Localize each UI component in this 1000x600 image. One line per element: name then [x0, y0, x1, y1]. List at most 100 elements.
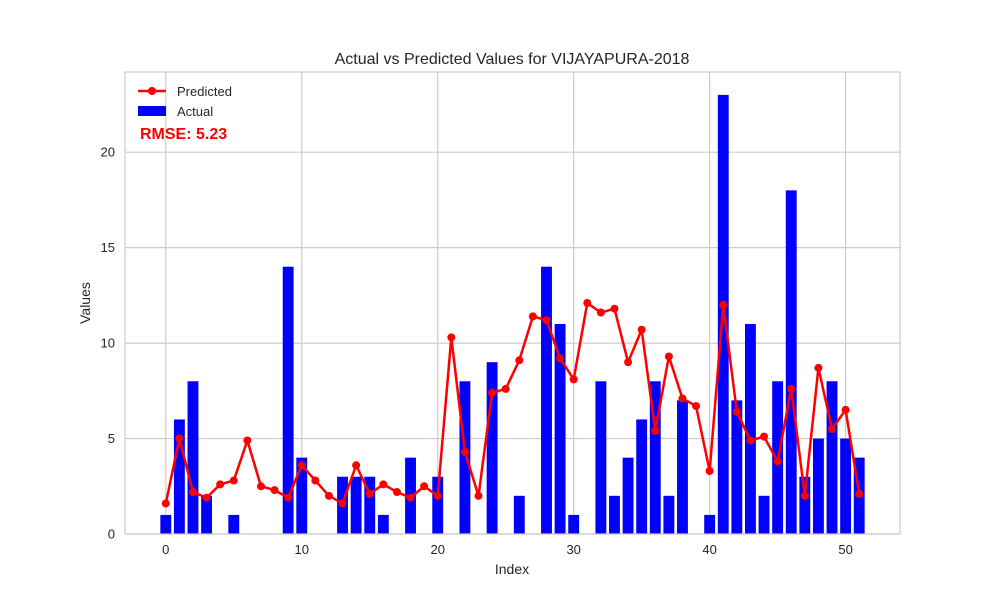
predicted-point — [515, 356, 524, 365]
predicted-point — [828, 425, 837, 433]
predicted-point — [719, 300, 728, 309]
actual-bar — [758, 495, 770, 534]
predicted-point — [651, 426, 660, 435]
actual-bar — [649, 381, 661, 534]
y-tick-label: 20 — [101, 145, 115, 160]
predicted-point — [365, 489, 374, 498]
predicted-point — [175, 434, 184, 443]
predicted-point — [474, 491, 483, 500]
predicted-point — [202, 493, 211, 502]
x-axis-title: Index — [495, 561, 529, 577]
predicted-point — [610, 304, 619, 313]
plot-frame — [124, 71, 901, 535]
actual-bar — [377, 514, 389, 534]
predicted-point — [188, 488, 197, 496]
predicted-point — [352, 461, 361, 470]
predicted-point — [773, 457, 782, 466]
predicted-point — [297, 461, 306, 470]
actual-bar — [350, 476, 362, 534]
predicted-point — [542, 316, 551, 325]
actual-bar — [513, 495, 525, 534]
actual-bar — [541, 266, 552, 534]
predicted-point — [746, 436, 755, 445]
predicted-point — [569, 375, 578, 384]
predicted-point — [787, 384, 796, 393]
predicted-point — [624, 358, 633, 367]
predicted-point — [800, 491, 809, 500]
y-tick-label: 5 — [108, 431, 115, 446]
predicted-point — [311, 476, 320, 485]
actual-bar — [187, 381, 199, 534]
actual-bar — [731, 400, 743, 534]
predicted-point — [637, 325, 646, 334]
x-tick-label: 10 — [295, 542, 309, 557]
actual-bar — [432, 476, 444, 534]
y-tick-label: 10 — [101, 336, 115, 351]
predicted-point — [243, 436, 252, 445]
x-tick-label: 40 — [702, 542, 716, 557]
actual-bar — [160, 514, 172, 534]
legend-actual-label: Actual — [177, 104, 213, 119]
actual-bar — [173, 419, 185, 534]
predicted-point — [583, 299, 592, 307]
legend-predicted-label: Predicted — [177, 84, 232, 99]
actual-bar — [486, 362, 498, 534]
predicted-point — [216, 480, 225, 489]
actual-bar — [282, 266, 294, 534]
actual-bar — [812, 438, 824, 534]
predicted-point — [814, 363, 823, 372]
y-tick-label: 0 — [108, 527, 115, 542]
predicted-point — [596, 308, 605, 317]
x-tick-label: 0 — [162, 542, 169, 557]
rmse-annotation: RMSE: 5.23 — [140, 126, 227, 143]
predicted-point — [229, 476, 238, 485]
predicted-point — [705, 467, 714, 475]
predicted-point — [855, 489, 864, 498]
predicted-point — [678, 394, 687, 403]
predicted-point — [324, 491, 333, 500]
actual-bar — [609, 495, 620, 534]
predicted-line-group — [161, 299, 864, 508]
predicted-line — [164, 301, 861, 505]
predicted-point — [392, 488, 401, 496]
y-tick-label: 15 — [101, 240, 115, 255]
predicted-point — [501, 384, 510, 393]
chart-title: Actual vs Predicted Values for VIJAYAPUR… — [335, 51, 690, 68]
predicted-point — [161, 499, 170, 508]
actual-bar — [296, 457, 308, 534]
predicted-point — [460, 447, 469, 456]
legend-actual-swatch-icon — [138, 106, 166, 116]
actual-bar — [554, 324, 566, 534]
predicted-point — [420, 482, 429, 491]
predicted-point — [270, 486, 279, 495]
actual-bar — [704, 514, 716, 534]
x-tick-label: 20 — [430, 542, 444, 557]
actual-bar — [799, 476, 811, 534]
predicted-point — [338, 499, 347, 508]
legend: Predicted Actual — [138, 84, 232, 119]
predicted-point — [692, 402, 701, 411]
predicted-point — [433, 491, 442, 500]
x-tick-label: 30 — [566, 542, 580, 557]
predicted-point — [556, 354, 565, 363]
x-tick-labels: 0 10 20 30 40 50 — [162, 542, 853, 557]
actual-bar — [568, 514, 580, 534]
actual-bar — [595, 381, 607, 534]
legend-predicted-marker-icon — [148, 87, 156, 95]
predicted-point — [447, 333, 456, 342]
actual-bar — [459, 381, 471, 534]
actual-bar — [840, 438, 852, 534]
y-axis-title: Values — [77, 282, 93, 324]
actual-bar — [364, 476, 376, 534]
plot-area — [125, 72, 900, 534]
actual-bar — [677, 400, 688, 534]
predicted-point — [528, 312, 537, 321]
predicted-point — [379, 480, 388, 489]
predicted-point — [732, 407, 741, 416]
actual-bar — [745, 324, 756, 534]
predicted-point — [841, 405, 850, 414]
actual-bar — [785, 190, 797, 534]
actual-bar — [228, 514, 240, 534]
actual-bar — [622, 457, 634, 534]
actual-bar — [201, 495, 213, 534]
